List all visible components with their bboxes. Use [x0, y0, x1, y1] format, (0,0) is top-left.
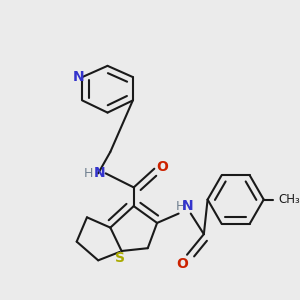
Text: O: O: [176, 257, 188, 271]
Text: N: N: [73, 70, 84, 84]
Text: CH₃: CH₃: [279, 193, 300, 206]
Text: H: H: [84, 167, 94, 180]
Text: O: O: [156, 160, 168, 174]
Text: N: N: [94, 167, 106, 180]
Text: N: N: [182, 199, 194, 213]
Text: S: S: [115, 251, 125, 266]
Text: H: H: [176, 200, 185, 213]
